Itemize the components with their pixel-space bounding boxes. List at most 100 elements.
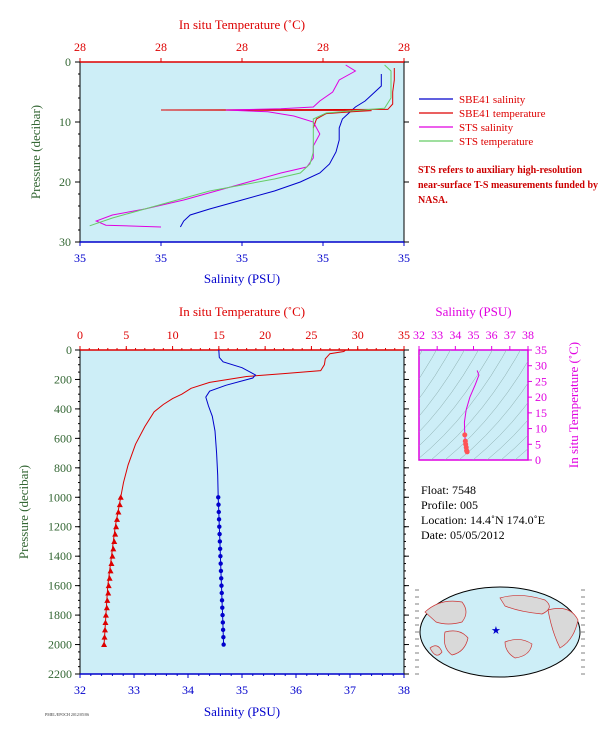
profile-number: Profile: 005 (421, 498, 478, 512)
map-landmass (547, 608, 579, 649)
bottom-y-tick-label: 800 (54, 461, 72, 475)
temperature-marker (102, 612, 109, 618)
ts-y-tick-label: 35 (535, 343, 547, 357)
temperature-marker (113, 523, 120, 530)
bottom-y-tick-label: 1000 (48, 490, 72, 504)
top-sal-tick-label: 35 (317, 251, 329, 265)
location: Location: 14.4˚N 174.0˚E (421, 513, 545, 527)
salinity-marker (218, 568, 224, 574)
bottom-sal-tick-label: 36 (290, 683, 302, 697)
density-contour (419, 350, 465, 417)
bottom-y-tick-label: 1400 (48, 549, 72, 563)
top-y-tick-label: 20 (59, 175, 71, 189)
salinity-marker (216, 517, 222, 522)
top-sal-tick-label: 35 (398, 251, 410, 265)
top-temperature-axis-label: In situ Temperature (˚C) (179, 17, 305, 32)
top-y-tick-label: 0 (65, 55, 71, 69)
salinity-marker (220, 627, 226, 633)
salinity-marker (218, 553, 223, 559)
salinity-marker (219, 576, 224, 581)
bottom-temp-tick-label: 20 (259, 328, 271, 342)
bottom-y-tick-label: 0 (66, 343, 72, 357)
ts-y-tick-label: 15 (535, 406, 547, 420)
temperature-marker (101, 626, 108, 633)
temperature-marker (101, 641, 108, 648)
legend-label: SBE41 salinity (459, 94, 526, 106)
density-contour (458, 382, 528, 460)
ts-x-tick-label: 33 (431, 328, 443, 342)
salinity-marker (219, 590, 224, 596)
salinity-marker (217, 524, 222, 529)
salinity-marker (219, 583, 224, 588)
map-landmass (499, 595, 550, 615)
temperature-marker (104, 597, 111, 603)
ts-x-tick-label: 37 (504, 328, 516, 342)
salinity-marker (218, 561, 223, 566)
temperature-marker (117, 494, 124, 500)
top-temp-tick-label: 28 (236, 40, 248, 54)
temperature-marker (111, 538, 118, 544)
salinity-marker (217, 546, 223, 552)
temperature-marker (106, 575, 113, 581)
bottom-y-tick-label: 400 (54, 402, 72, 416)
temperature-marker (105, 582, 112, 589)
bottom-temp-tick-label: 25 (305, 328, 317, 342)
bottom-temp-tick-label: 10 (167, 328, 179, 342)
temperature-marker (112, 531, 119, 537)
density-contour (486, 419, 528, 460)
world-map: ★ (415, 586, 585, 678)
ts-y-tick-label: 30 (535, 359, 547, 373)
bottom-sal-tick-label: 32 (74, 683, 86, 697)
bottom-temp-tick-label: 30 (352, 328, 364, 342)
ts-y-tick-label: 0 (535, 453, 541, 467)
salinity-marker (221, 642, 226, 647)
ts-x-tick-label: 32 (413, 328, 425, 342)
ts-y-tick-label: 5 (535, 437, 541, 451)
bottom-temp-tick-label: 35 (398, 328, 410, 342)
top-sal-tick-label: 35 (74, 251, 86, 265)
bottom-sal-tick-label: 37 (344, 683, 356, 697)
map-landmass (429, 645, 443, 656)
ts-y-tick-label: 10 (535, 422, 547, 436)
density-contour (444, 360, 528, 460)
density-contour (430, 350, 521, 460)
salinity-marker (221, 634, 226, 640)
top-temp-tick-label: 28 (398, 40, 410, 54)
map-landmass (424, 600, 467, 625)
bottom-y-tick-label: 600 (54, 431, 72, 445)
bottom-sal-tick-label: 34 (182, 683, 194, 697)
top-sal-tick-label: 35 (155, 251, 167, 265)
top-y-tick-label: 30 (59, 235, 71, 249)
map-landmass (504, 639, 533, 659)
salinity-marker (220, 605, 225, 610)
bottom-y-tick-label: 2000 (48, 638, 72, 652)
footer-text: PMEL/EPOCH 2012/05/06 (45, 712, 90, 717)
bottom-y-tick-label: 200 (54, 372, 72, 386)
temperature-marker (116, 501, 123, 508)
legend-label: STS salinity (459, 122, 514, 134)
ts-x-tick-label: 36 (486, 328, 498, 342)
bottom-temperature-axis-label: In situ Temperature (˚C) (179, 304, 305, 319)
ts-x-tick-label: 38 (522, 328, 534, 342)
density-contour (419, 350, 451, 400)
legend-label: SBE41 temperature (459, 108, 546, 120)
salinity-marker (217, 531, 222, 537)
top-temp-tick-label: 28 (74, 40, 86, 54)
bottom-y-tick-label: 1800 (48, 608, 72, 622)
ts-density-contours (419, 350, 528, 460)
bottom-salinity-axis-label: Salinity (PSU) (204, 704, 280, 719)
ts-salinity-axis-label: Salinity (PSU) (435, 304, 511, 319)
temperature-marker (103, 604, 110, 611)
bottom-y-tick-label: 1600 (48, 579, 72, 593)
temperature-marker (110, 545, 117, 552)
bottom-y-axis-label: Pressure (decibar) (16, 465, 31, 559)
ts-temperature-axis-label: In situ Temperature (˚C) (566, 342, 581, 468)
temperature-marker (102, 619, 109, 625)
top-series-sbe41-salinity (179, 74, 382, 228)
density-contour (514, 448, 528, 460)
temperature-marker (108, 560, 115, 567)
salinity-marker (219, 598, 225, 603)
ts-x-tick-label: 34 (449, 328, 461, 342)
ts-deep-marker (464, 449, 470, 455)
